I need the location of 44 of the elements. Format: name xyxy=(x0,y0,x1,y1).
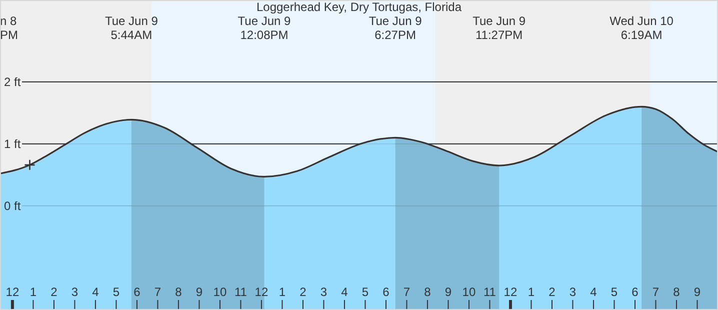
annotation: Tue Jun 9 11:27PM xyxy=(472,14,526,42)
x-tick-label: 6 xyxy=(382,285,390,299)
x-tick-label: 3 xyxy=(71,285,78,299)
x-tick-label: 5 xyxy=(112,285,120,299)
annotation: Tue Jun 9 12:08PM xyxy=(238,14,292,42)
x-tick-label: 12 xyxy=(6,285,20,299)
x-tick-label: 5 xyxy=(610,285,618,299)
x-tick-label: 9 xyxy=(444,285,452,299)
chart-title: Loggerhead Key, Dry Tortugas, Florida xyxy=(256,0,462,14)
x-tick-label: 5 xyxy=(362,285,369,299)
x-tick-label: 1 xyxy=(30,285,37,299)
x-tick-label: 8 xyxy=(175,285,182,299)
x-tick-label: 1 xyxy=(278,285,286,299)
y-tick-label: 1 ft xyxy=(4,137,22,152)
x-tick-label: 12 xyxy=(504,285,518,299)
x-tick-label: 4 xyxy=(341,285,348,299)
annotation: Tue Jun 9 5:44AM xyxy=(104,14,158,42)
x-tick-label: 10 xyxy=(462,285,476,299)
x-tick-label: 2 xyxy=(548,285,556,299)
x-tick-label: 11 xyxy=(484,285,496,299)
x-tick-label: 3 xyxy=(569,285,576,299)
x-tick-label: 6 xyxy=(632,285,639,299)
y-tick-label: 2 ft xyxy=(4,75,22,90)
annotation: Tue Jun 9 6:27PM xyxy=(368,14,422,42)
x-tick-label: 1 xyxy=(528,285,535,299)
annotation: Wed Jun 10 6:19AM xyxy=(610,14,674,42)
x-tick-label: 6 xyxy=(134,285,141,299)
x-tick-label: 2 xyxy=(50,285,58,299)
x-tick-label: 8 xyxy=(424,285,432,299)
x-tick-label: 4 xyxy=(590,285,598,299)
x-tick-label: 11 xyxy=(234,285,248,299)
x-tick-label: 9 xyxy=(196,285,203,299)
x-tick-label: 10 xyxy=(213,285,227,299)
x-tick-label: 4 xyxy=(92,285,100,299)
x-tick-label: 2 xyxy=(300,285,307,299)
annotation: n 8 PM xyxy=(0,14,18,42)
x-tick-label: 3 xyxy=(320,285,328,299)
x-tick-label: 7 xyxy=(652,285,660,299)
x-tick-label: 8 xyxy=(673,285,680,299)
x-tick-label: 9 xyxy=(694,285,701,299)
x-tick-label: 12 xyxy=(254,285,268,299)
x-tick-label: 7 xyxy=(154,285,162,299)
x-tick-label: 7 xyxy=(403,285,410,299)
y-tick-label: 0 ft xyxy=(4,199,22,214)
